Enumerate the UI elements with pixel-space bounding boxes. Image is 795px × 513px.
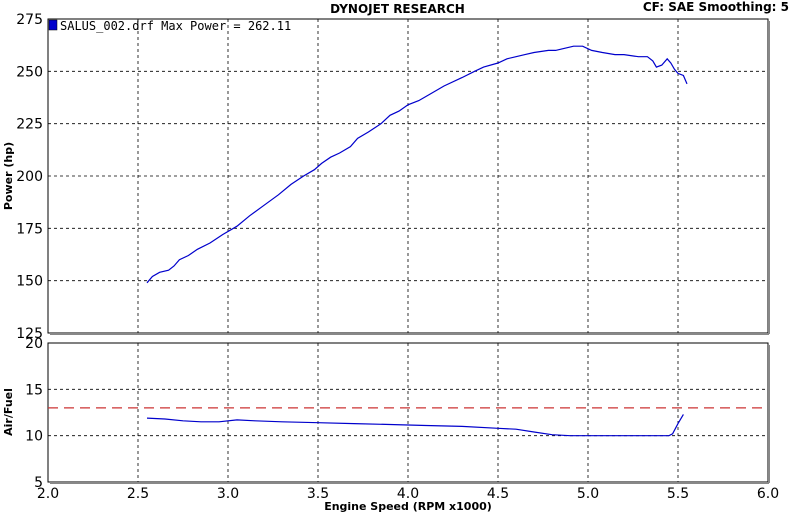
power-y-tick-label: 275	[16, 12, 43, 28]
power-axis-label: Power (hp)	[2, 142, 15, 210]
airfuel-y-tick-label: 20	[25, 336, 43, 352]
power-y-tick-label: 225	[16, 117, 43, 133]
legend-entry: SALUS_002.drf Max Power = 262.11	[60, 19, 291, 33]
x-tick-label: 3.0	[217, 486, 239, 502]
power-curve	[146, 45, 688, 284]
airfuel-curve	[146, 414, 684, 437]
chart-title: DYNOJET RESEARCH	[330, 2, 465, 16]
power-y-tick-label: 200	[16, 169, 43, 185]
x-tick-label: 4.5	[487, 486, 509, 502]
x-tick-label: 2.0	[37, 486, 59, 502]
x-tick-label: 3.5	[307, 486, 329, 502]
x-tick-label: 5.0	[577, 486, 599, 502]
tick-labels: 2.0 2.5 3.0 3.5 4.0 4.5 5.0 5.5 6.0 125 150 175 200 2…	[16, 12, 779, 502]
airfuel-y-tick-label: 10	[25, 429, 43, 445]
legend-swatch	[48, 19, 58, 31]
x-tick-label: 2.5	[127, 486, 149, 502]
x-tick-label: 6.0	[757, 486, 779, 502]
power-grid	[48, 19, 768, 333]
power-y-tick-label: 250	[16, 64, 43, 80]
x-axis-label: Engine Speed (RPM x1000)	[324, 500, 492, 513]
airfuel-y-tick-label: 15	[25, 382, 43, 398]
airfuel-axis-label: Air/Fuel	[2, 388, 15, 436]
power-y-tick-label: 175	[16, 221, 43, 237]
x-tick-label: 5.5	[667, 486, 689, 502]
airfuel-y-tick-label: 5	[34, 475, 43, 491]
correction-factor-label: CF: SAE Smoothing: 5	[642, 0, 789, 14]
x-tick-label: 4.0	[397, 486, 419, 502]
power-y-tick-label: 150	[16, 274, 43, 290]
power-y-tick-label: 125	[16, 326, 43, 342]
